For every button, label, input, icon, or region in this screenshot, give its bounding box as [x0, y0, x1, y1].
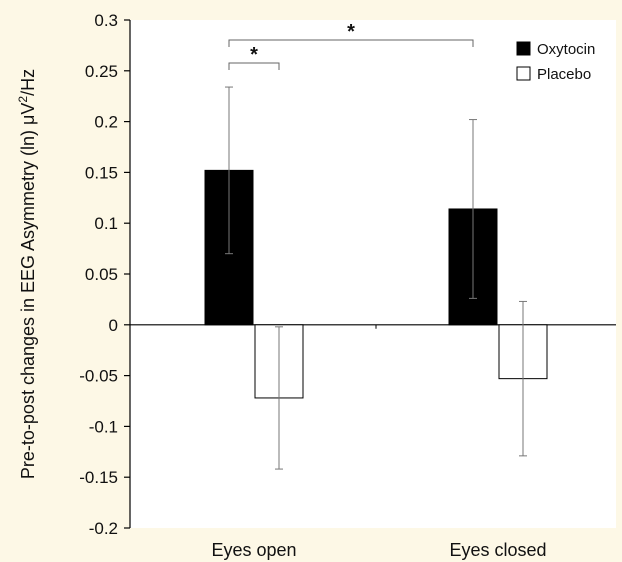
- y-tick-label: -0.1: [89, 417, 118, 436]
- legend-label-placebo: Placebo: [537, 66, 591, 83]
- x-category-label: Eyes open: [211, 540, 296, 560]
- legend-label-oxytocin: Oxytocin: [537, 41, 595, 58]
- y-tick-label: -0.15: [79, 468, 118, 487]
- y-tick-label: -0.2: [89, 519, 118, 538]
- legend: Oxytocin Placebo: [516, 41, 595, 83]
- category-labels: Eyes open Eyes closed: [211, 540, 546, 560]
- y-tick-label: 0.1: [94, 214, 118, 233]
- y-tick-label: 0.2: [94, 113, 118, 132]
- significance-annotations: **: [228, 21, 474, 70]
- y-tick-label: 0.05: [85, 265, 118, 284]
- error-bars: [225, 86, 527, 470]
- legend-swatch-placebo: [516, 66, 531, 81]
- significance-bracket-open-vs-closed: *: [228, 21, 474, 47]
- y-tick-label: 0.25: [85, 62, 118, 81]
- bracket-line: [228, 62, 280, 70]
- bracket-line: [228, 39, 474, 47]
- significance-bracket-oxytocin-vs-placebo: *: [228, 44, 280, 70]
- y-axis-label-superscript: 2: [16, 96, 30, 103]
- x-category-label: Eyes closed: [449, 540, 546, 560]
- y-axis: 0.3 0.25 0.2 0.15 0.1 0.05 0 -0.05 -0.1 -0.15 -0.2: [79, 11, 131, 538]
- y-tick-label: -0.05: [79, 367, 118, 386]
- y-tick-label: 0.3: [94, 11, 118, 30]
- plot-area: [130, 20, 616, 528]
- y-tick-label: 0.15: [85, 163, 118, 182]
- legend-swatch-oxytocin: [516, 41, 531, 56]
- significance-star: *: [347, 21, 355, 43]
- significance-star: *: [250, 44, 258, 66]
- y-axis-label: Pre-to-post changes in EEG Asymmetry (ln…: [16, 69, 38, 479]
- y-tick-label: 0: [109, 316, 118, 335]
- y-axis-label-unit: /Hz: [18, 69, 38, 96]
- y-axis-label-main: Pre-to-post changes in EEG Asymmetry (ln…: [18, 103, 38, 480]
